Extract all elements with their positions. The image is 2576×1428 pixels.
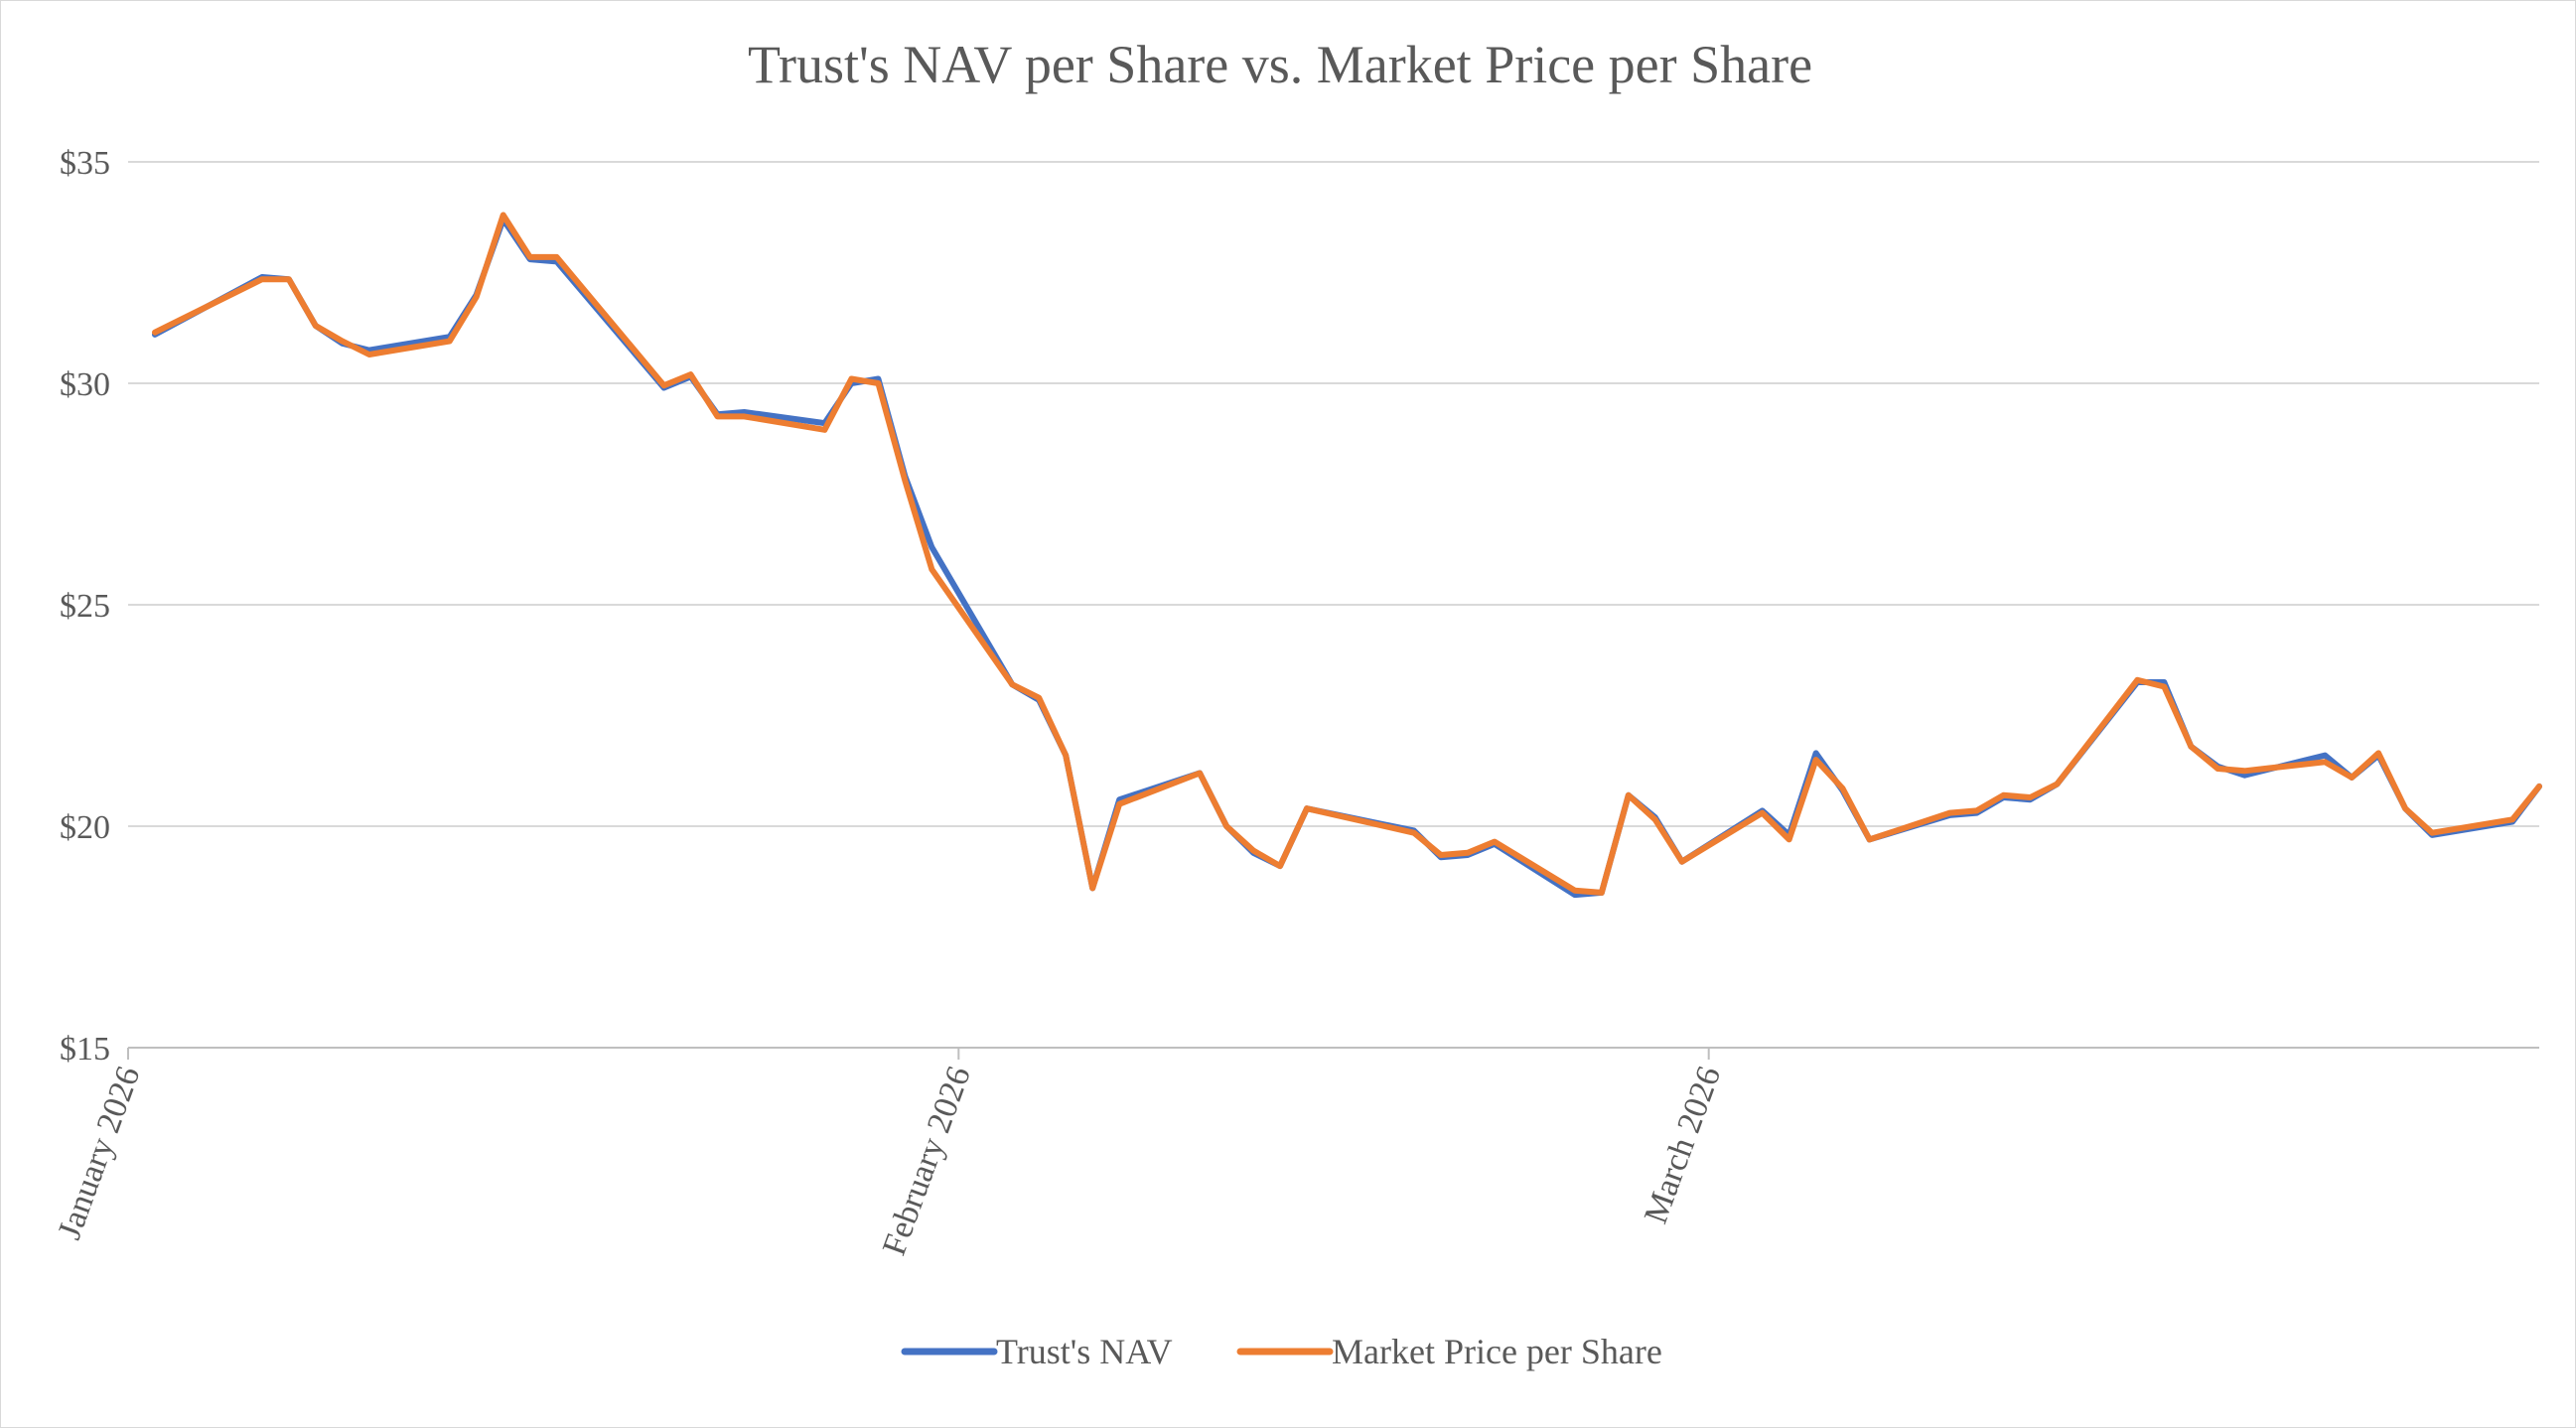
chart-title: Trust's NAV per Share vs. Market Price p… [748,35,1812,94]
x-axis-tick-labels: January 2026 February 2026 March 2026 [51,1062,1728,1260]
y-tick-label: $30 [60,366,110,403]
legend-label: Trust's NAV [996,1332,1173,1371]
series-line-trusts-nav [152,216,2542,899]
legend-label: Market Price per Share [1332,1332,1662,1371]
y-tick-label: $25 [60,588,110,625]
x-tick-label: January 2026 [51,1062,147,1244]
y-tick-label: $35 [60,145,110,182]
x-tick-label: February 2026 [876,1062,978,1260]
series-line-market-price [152,212,2542,896]
x-tick-label: March 2026 [1638,1062,1728,1228]
series-lines [152,212,2542,899]
y-tick-label: $15 [60,1031,110,1068]
y-tick-label: $20 [60,809,110,846]
gridlines [128,161,2539,827]
legend-item-trusts-nav: Trust's NAV [901,1332,1173,1371]
y-axis-tick-labels: $15 $20 $25 $30 $35 [60,145,110,1068]
legend-item-market-price: Market Price per Share [1236,1332,1662,1371]
axes [127,1047,2539,1060]
legend: Trust's NAV Market Price per Share [901,1332,1662,1371]
